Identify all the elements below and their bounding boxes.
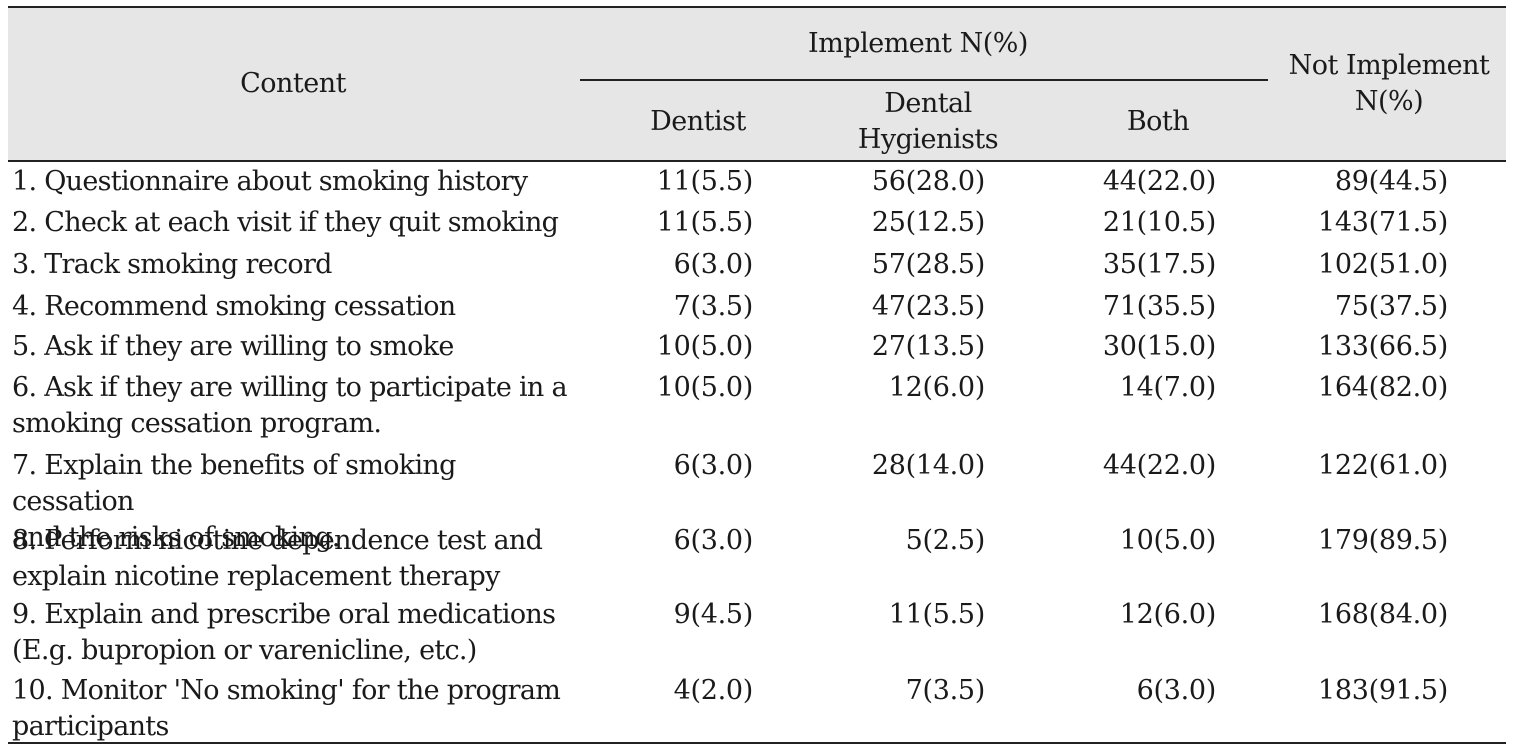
cell-both: 21(10.5): [1102, 207, 1216, 238]
row-content: 1. Questionnaire about smoking history: [12, 166, 528, 197]
cell-not-implement: 164(82.0): [1317, 372, 1448, 403]
row-content: 2. Check at each visit if they quit smok…: [12, 207, 559, 238]
cell-dentist: 6(3.0): [673, 525, 754, 556]
cell-dentist: 10(5.0): [656, 372, 754, 403]
cell-dentist: 11(5.5): [656, 166, 754, 197]
cell-hygienists: 56(28.0): [871, 166, 985, 197]
header-content: Content: [240, 68, 346, 99]
cell-not-implement: 133(66.5): [1317, 331, 1448, 362]
cell-not-implement: 143(71.5): [1317, 207, 1448, 238]
cell-both: 44(22.0): [1102, 450, 1216, 481]
cell-dentist: 11(5.5): [656, 207, 754, 238]
row-content: 5. Ask if they are willing to smoke: [12, 331, 454, 362]
table-header: [8, 8, 1506, 160]
row-content: 8. Perform nicotine dependence test and …: [12, 525, 543, 592]
header-dental-hygienists: Dental Hygienists: [857, 88, 999, 155]
cell-hygienists: 12(6.0): [888, 372, 986, 403]
row-content: 10. Monitor 'No smoking' for the program…: [12, 675, 561, 742]
cell-hygienists: 25(12.5): [871, 207, 985, 238]
cell-not-implement: 89(44.5): [1334, 166, 1448, 197]
cell-both: 6(3.0): [1136, 675, 1217, 706]
cell-both: 12(6.0): [1119, 599, 1217, 630]
row-content: 9. Explain and prescribe oral medication…: [12, 599, 556, 666]
cell-both: 30(15.0): [1102, 331, 1216, 362]
cell-dentist: 6(3.0): [673, 450, 754, 481]
cell-not-implement: 102(51.0): [1317, 249, 1448, 280]
row-content: 4. Recommend smoking cessation: [12, 291, 456, 322]
cell-not-implement: 179(89.5): [1317, 525, 1448, 556]
cell-dentist: 6(3.0): [673, 249, 754, 280]
cell-not-implement: 122(61.0): [1317, 450, 1448, 481]
cell-not-implement: 75(37.5): [1334, 291, 1448, 322]
cell-both: 10(5.0): [1119, 525, 1217, 556]
cell-hygienists: 27(13.5): [871, 331, 985, 362]
cell-not-implement: 168(84.0): [1317, 599, 1448, 630]
cell-not-implement: 183(91.5): [1317, 675, 1448, 706]
row-content: 7. Explain the benefits of smoking cessa…: [12, 450, 456, 553]
header-implement: Implement N(%): [808, 28, 1028, 59]
row-content: 3. Track smoking record: [12, 249, 332, 280]
cell-hygienists: 47(23.5): [871, 291, 985, 322]
cell-dentist: 7(3.5): [673, 291, 754, 322]
implement-underline: [580, 79, 1268, 81]
cell-dentist: 4(2.0): [673, 675, 754, 706]
cell-hygienists: 7(3.5): [905, 675, 986, 706]
cell-hygienists: 11(5.5): [888, 599, 986, 630]
cell-hygienists: 57(28.5): [871, 249, 985, 280]
cell-hygienists: 28(14.0): [871, 450, 985, 481]
cell-dentist: 9(4.5): [673, 599, 754, 630]
cell-both: 35(17.5): [1102, 249, 1216, 280]
header-not-implement: Not Implement N(%): [1288, 50, 1490, 117]
header-dentist: Dentist: [650, 106, 746, 137]
cell-both: 71(35.5): [1102, 291, 1216, 322]
cell-hygienists: 5(2.5): [905, 525, 986, 556]
header-rule: [8, 160, 1506, 162]
cell-both: 14(7.0): [1119, 372, 1217, 403]
bottom-rule: [8, 742, 1506, 744]
top-rule: [8, 6, 1506, 8]
cell-dentist: 10(5.0): [656, 331, 754, 362]
header-both: Both: [1126, 106, 1190, 137]
row-content: 6. Ask if they are willing to participat…: [12, 372, 568, 439]
cell-both: 44(22.0): [1102, 166, 1216, 197]
